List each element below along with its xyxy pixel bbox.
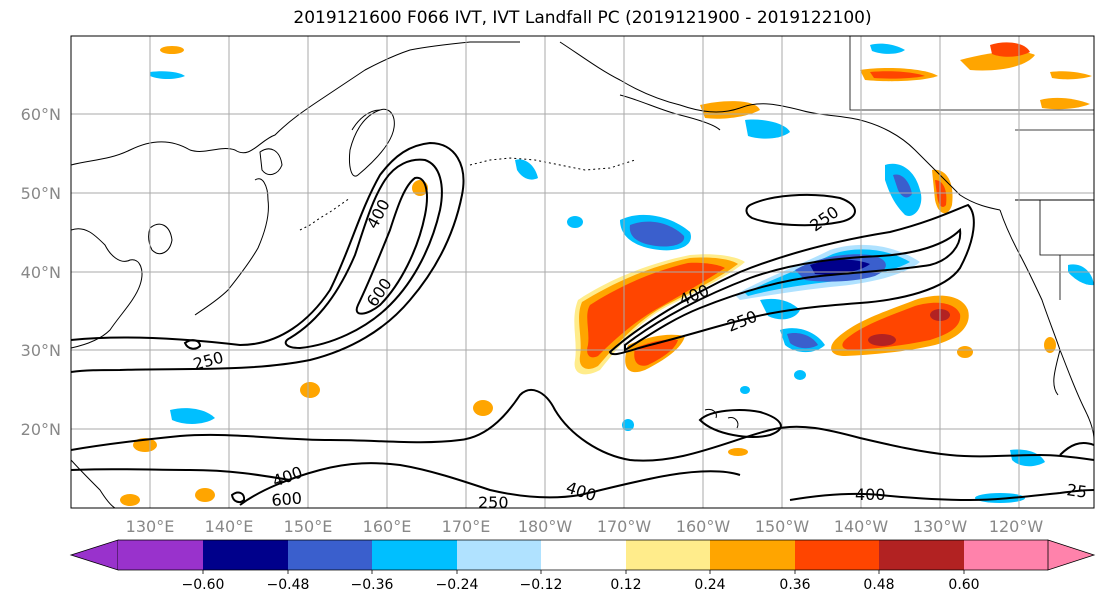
- lon-label: 160°E: [363, 517, 412, 536]
- colorbar-bin: [372, 540, 457, 570]
- colorbar-tick-label: −0.48: [267, 577, 310, 593]
- coastlines: [71, 36, 1094, 508]
- colorbar-tick-label: −0.36: [351, 577, 394, 593]
- lon-label: 170°E: [442, 517, 491, 536]
- colorbar: −0.60 −0.48 −0.36 −0.24 −0.12 0.12 0.24 …: [69, 539, 1096, 593]
- lon-label: 140°E: [205, 517, 254, 536]
- lon-label: 140°W: [834, 517, 889, 536]
- colorbar-tick-label: −0.60: [182, 577, 225, 593]
- latitude-labels: 60°N 50°N 40°N 30°N 20°N: [21, 105, 61, 439]
- lon-label: 130°E: [126, 517, 175, 536]
- colorbar-tick-label: −0.12: [520, 577, 563, 593]
- colorbar-bin: [203, 540, 288, 570]
- ivt-landfall-pc-fill: [120, 42, 1094, 506]
- lat-label: 50°N: [21, 184, 61, 203]
- colorbar-bin: [626, 540, 710, 570]
- contour-label: 25: [1065, 480, 1088, 502]
- map-title: 2019121600 F066 IVT, IVT Landfall PC (20…: [293, 8, 872, 28]
- colorbar-extend-low: [69, 539, 119, 571]
- colorbar-tick-label: 0.24: [694, 577, 725, 593]
- lon-label: 150°W: [755, 517, 810, 536]
- lon-label: 120°W: [989, 517, 1044, 536]
- colorbar-bin: [795, 540, 879, 570]
- lon-label: 170°W: [597, 517, 652, 536]
- colorbar-bin: [710, 540, 795, 570]
- lon-label: 160°W: [676, 517, 731, 536]
- colorbar-tick-label: 0.60: [948, 577, 979, 593]
- colorbar-bin: [457, 540, 541, 570]
- lon-label: 150°E: [284, 517, 333, 536]
- colorbar-tick-label: 0.12: [610, 577, 641, 593]
- ivt-contours: [71, 141, 1094, 506]
- lat-label: 30°N: [21, 341, 61, 360]
- colorbar-tick-label: 0.36: [779, 577, 810, 593]
- longitude-labels: 130°E 140°E 150°E 160°E 170°E 180°W 170°…: [126, 517, 1044, 536]
- colorbar-tick-label: −0.24: [436, 577, 479, 593]
- map-border: [70, 35, 1095, 509]
- lon-label: 130°W: [913, 517, 968, 536]
- contour-label: 400: [855, 485, 886, 504]
- colorbar-bin: [879, 540, 964, 570]
- colorbar-bin: [288, 540, 372, 570]
- lon-label: 180°W: [518, 517, 573, 536]
- lat-label: 20°N: [21, 420, 61, 439]
- contour-label: 250: [478, 493, 509, 512]
- colorbar-bin: [118, 540, 203, 570]
- colorbar-bin: [964, 540, 1048, 570]
- contour-label: 600: [271, 488, 303, 510]
- colorbar-extend-high: [1047, 539, 1096, 571]
- colorbar-bin: [541, 540, 626, 570]
- colorbar-tick-label: 0.48: [863, 577, 894, 593]
- lat-label: 60°N: [21, 105, 61, 124]
- graticule: [71, 36, 1094, 508]
- lat-label: 40°N: [21, 263, 61, 282]
